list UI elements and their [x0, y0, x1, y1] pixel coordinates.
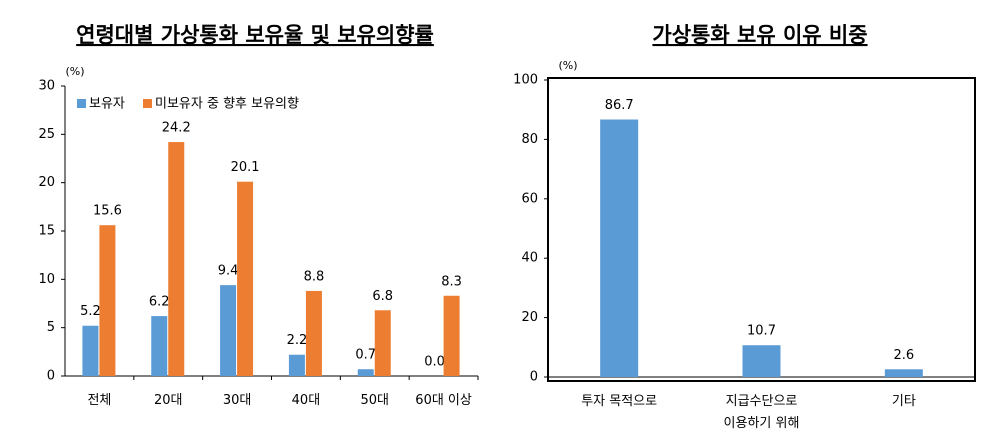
- bar: [357, 369, 374, 376]
- x-tick-label: 50대: [360, 393, 390, 408]
- bar: [600, 119, 639, 377]
- y-tick-label: 80: [521, 132, 538, 147]
- bar: [742, 345, 781, 377]
- bar: [82, 325, 99, 376]
- data-label: 10.7: [747, 324, 776, 339]
- legend-label: 미보유자 중 향후 보유의향: [155, 97, 299, 112]
- data-label: 15.6: [93, 204, 122, 219]
- y-tick-label: 100: [513, 73, 538, 88]
- data-label: 24.2: [162, 121, 191, 136]
- x-tick-label: 지급수단으로 이용하기 위해: [723, 394, 800, 431]
- data-label: 86.7: [605, 98, 634, 113]
- legend-label: 보유자: [89, 97, 125, 112]
- x-tick-label: 60대 이상: [415, 393, 472, 408]
- bar: [443, 295, 460, 376]
- y-tick-label: 0: [530, 370, 538, 385]
- chart-title: 가상통화 보유 이유 비중: [652, 23, 867, 47]
- data-label: 8.8: [304, 269, 325, 284]
- y-tick-label: 25: [38, 127, 55, 142]
- data-label: 8.3: [441, 274, 462, 289]
- y-tick-label: 30: [38, 79, 55, 94]
- bar: [220, 285, 237, 376]
- data-label: 2.6: [893, 348, 914, 363]
- y-tick-label: 20: [38, 175, 55, 190]
- legend-swatch: [77, 99, 86, 108]
- data-label: 0.0: [424, 355, 445, 370]
- data-label: 9.4: [218, 264, 239, 279]
- bar: [99, 225, 116, 376]
- y-tick-label: 40: [521, 251, 538, 266]
- x-tick-label: 투자 목적으로: [581, 394, 658, 409]
- bar: [237, 181, 254, 376]
- data-label: 6.8: [372, 289, 393, 304]
- y-tick-label: 60: [521, 191, 538, 206]
- y-tick-label: 0: [47, 369, 55, 384]
- x-tick-label: 기타: [891, 394, 916, 409]
- unit-label: (%): [558, 59, 577, 72]
- data-label: 5.2: [80, 304, 101, 319]
- x-tick-label: 전체: [87, 393, 112, 408]
- y-tick-label: 10: [38, 272, 55, 287]
- bar: [168, 142, 185, 376]
- legend-swatch: [143, 99, 152, 108]
- x-tick-label: 30대: [222, 393, 252, 408]
- bar: [884, 369, 923, 377]
- data-label: 0.7: [355, 348, 376, 363]
- bar: [374, 310, 391, 376]
- bar: [151, 316, 168, 376]
- bar: [288, 354, 305, 376]
- bar: [305, 290, 322, 376]
- x-tick-label: 40대: [291, 393, 321, 408]
- data-label: 6.2: [149, 295, 170, 310]
- data-label: 20.1: [231, 160, 260, 175]
- data-label: 2.2: [287, 333, 308, 348]
- y-tick-label: 20: [521, 310, 538, 325]
- unit-label: (%): [65, 65, 84, 78]
- y-tick-label: 15: [38, 224, 55, 239]
- x-tick-label: 20대: [153, 393, 183, 408]
- chart-title: 연령대별 가상통화 보유율 및 보유의향률: [76, 23, 434, 47]
- y-tick-label: 5: [47, 320, 55, 335]
